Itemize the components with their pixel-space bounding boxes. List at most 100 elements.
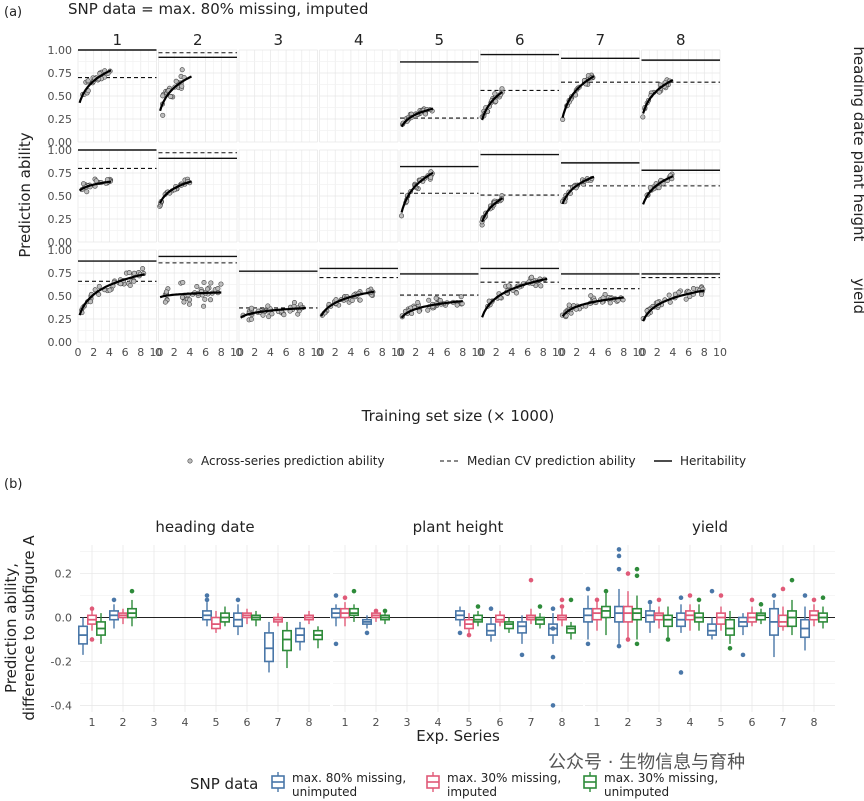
- outlier-point: [364, 630, 370, 636]
- box-cat6-s3: [503, 617, 514, 633]
- box-cat1-s3: [600, 588, 611, 636]
- outlier-point: [780, 586, 786, 592]
- facet-background: [333, 545, 583, 712]
- facet-r0-c7: [640, 49, 721, 143]
- box-cat6-s1: [737, 613, 748, 658]
- x-tick-label: 10: [713, 346, 727, 359]
- x-tick-label: 2: [412, 346, 419, 359]
- box-iqr: [622, 605, 633, 623]
- x-tick-label: 8: [306, 716, 313, 729]
- outlier-point: [519, 652, 525, 658]
- panel-b: heading date 1 2 3 4 5 6 7 8 plant height 1 2 3 4 5 6 7 8…: [2, 518, 835, 799]
- legend-series-label-2-line1: max. 30% missing,: [447, 771, 561, 785]
- facet-strip: yield: [692, 518, 728, 536]
- prediction-point: [218, 281, 224, 287]
- outlier-point: [129, 588, 135, 594]
- box-cat5-s2: [463, 613, 474, 638]
- legend-dashed-label: Median CV prediction ability: [467, 454, 636, 468]
- legend-a: Across-series prediction ability Median C…: [187, 454, 746, 468]
- x-tick-label: 8: [218, 346, 225, 359]
- legend-points-label: Across-series prediction ability: [201, 454, 385, 468]
- prediction-point: [93, 178, 99, 184]
- box-iqr: [211, 616, 222, 630]
- x-tick-label: 6: [497, 716, 504, 729]
- fit-curve: [481, 277, 548, 318]
- fit-curve: [159, 75, 192, 112]
- prediction-point: [349, 298, 355, 304]
- prediction-point: [506, 283, 512, 289]
- facet-r1-c7: [641, 149, 721, 243]
- outlier-point: [665, 637, 671, 642]
- x-tick-label: 8: [811, 716, 818, 729]
- x-tick-label: 4: [435, 716, 442, 729]
- fit-curve: [78, 273, 145, 316]
- prediction-point: [160, 112, 166, 118]
- box-iqr: [503, 621, 514, 630]
- x-tick-label: 8: [137, 346, 144, 359]
- prediction-point: [179, 67, 185, 73]
- facet-heading-date: heading date 1 2 3 4 5 6 7 8: [78, 518, 330, 729]
- outlier-point: [771, 593, 777, 598]
- box-cat6-s2: [746, 597, 757, 627]
- prediction-point: [162, 299, 168, 305]
- box-iqr: [706, 623, 717, 636]
- facet-r0-c6: [560, 49, 640, 143]
- box-cat2-s1: [613, 547, 624, 649]
- prediction-point: [260, 312, 266, 318]
- x-tick-label: 10: [230, 346, 244, 359]
- prediction-point: [126, 270, 132, 276]
- prediction-point: [423, 111, 429, 117]
- x-tick-label: 10: [391, 346, 405, 359]
- box-cat8-s2: [556, 597, 567, 627]
- facet-r2-c0: [77, 249, 157, 343]
- facet-r2-c2: [238, 249, 318, 343]
- x-tick-label: 10: [150, 346, 164, 359]
- outlier-point: [727, 645, 733, 651]
- fit-curve: [561, 175, 595, 205]
- x-tick-label: 7: [780, 716, 787, 729]
- prediction-point: [181, 299, 187, 305]
- outlier-point: [594, 597, 600, 603]
- x-tick-label: 4: [267, 346, 274, 359]
- outlier-point: [550, 626, 556, 631]
- x-tick-label: 8: [620, 346, 627, 359]
- x-tick-label: 0: [477, 346, 484, 359]
- box-cat7-s2: [777, 586, 788, 631]
- facet-yield: yield 1 2 3 4 5 6 7 8: [582, 518, 835, 729]
- x-tick-label: 1: [89, 716, 96, 729]
- x-tick-label: 6: [244, 716, 251, 729]
- prediction-point: [291, 300, 297, 306]
- y-axis-title: Prediction ability: [16, 132, 34, 257]
- box-cat5-s2: [211, 610, 222, 633]
- box-cat2-s1: [361, 615, 372, 636]
- prediction-point: [699, 291, 705, 297]
- box-cat6-s3: [755, 602, 766, 625]
- column-strip-4: 4: [354, 31, 364, 49]
- prediction-point: [131, 278, 137, 284]
- prediction-point: [215, 285, 221, 291]
- fit-curve: [400, 300, 463, 319]
- x-tick-label: 0: [316, 346, 323, 359]
- box-cat8-s2: [303, 610, 314, 625]
- y-tick-label: 0.25: [48, 213, 73, 226]
- box-cat1-s3: [348, 588, 359, 622]
- y-tick-label: 0.2: [55, 568, 73, 581]
- box-iqr: [534, 616, 545, 625]
- y-tick-label: 0.75: [48, 267, 73, 280]
- fit-curve: [159, 180, 192, 204]
- box-iqr: [472, 614, 483, 623]
- box-cat6-s1: [485, 606, 496, 642]
- outlier-point: [466, 632, 472, 638]
- fit-curve: [159, 291, 222, 299]
- y-tick-label: 0.50: [48, 190, 73, 203]
- box-cat7-s3: [281, 621, 292, 669]
- box-cat5-s3: [220, 606, 231, 627]
- box-iqr: [715, 612, 726, 625]
- x-tick-label: 0: [75, 346, 82, 359]
- x-tick-label: 2: [120, 716, 127, 729]
- outlier-point: [559, 604, 565, 609]
- box-cat5-s1: [454, 606, 465, 636]
- facet-r0-c4: [399, 49, 479, 143]
- prediction-point: [415, 300, 421, 306]
- prediction-point: [201, 279, 207, 285]
